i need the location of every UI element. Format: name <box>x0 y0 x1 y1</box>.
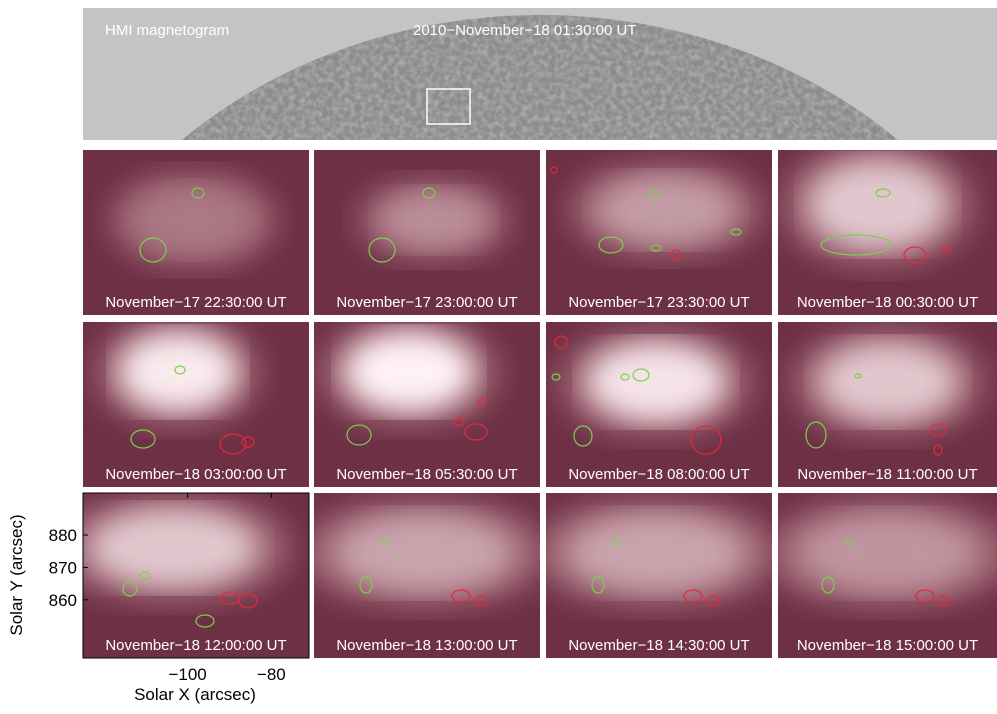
panel-timestamp: November−18 03:00:00 UT <box>105 466 286 483</box>
emission-core <box>118 332 238 412</box>
image-panel: November−18 05:30:00 UT <box>314 316 540 487</box>
panel-title: HMI magnetogram <box>105 22 229 39</box>
image-panel: November−18 00:30:00 UT <box>778 142 997 315</box>
image-panel: November−18 12:00:00 UT <box>54 492 309 658</box>
image-panel: November−17 22:30:00 UT <box>83 150 309 315</box>
panel-timestamp: November−18 13:00:00 UT <box>336 637 517 654</box>
image-panel: November−17 23:30:00 UT <box>546 150 772 315</box>
image-panel: November−17 23:00:00 UT <box>314 150 540 315</box>
image-panel: November−18 08:00:00 UT <box>546 322 772 487</box>
image-panel: November−18 11:00:00 UT <box>778 322 997 487</box>
panel-timestamp: November−18 14:30:00 UT <box>568 637 749 654</box>
panel-timestamp: November−18 11:00:00 UT <box>797 466 977 483</box>
panel-grid: November−17 22:30:00 UT November−17 23:00… <box>54 142 997 658</box>
y-tick-label: 870 <box>49 558 77 577</box>
emission-core <box>798 513 978 593</box>
emission-core <box>379 190 489 250</box>
emission-core <box>344 332 474 412</box>
panel-timestamp: November−17 23:00:00 UT <box>336 294 517 311</box>
y-tick-label: 860 <box>49 591 77 610</box>
magnetogram-panel: HMI magnetogram 2010−November−18 01:30:0… <box>83 8 997 140</box>
emission-core <box>88 508 258 588</box>
panel-timestamp: November−18 08:00:00 UT <box>568 466 749 483</box>
figure: HMI magnetogram 2010−November−18 01:30:0… <box>0 0 997 709</box>
panel-timestamp: November−18 12:00:00 UT <box>105 637 286 654</box>
panel-timestamp: November−18 05:30:00 UT <box>336 466 517 483</box>
y-axis-label: Solar Y (arcsec) <box>7 514 26 635</box>
y-tick-label: 880 <box>49 526 77 545</box>
emission-core <box>808 160 948 250</box>
emission-core <box>818 342 958 422</box>
image-panel: November−18 13:00:00 UT <box>298 493 550 658</box>
image-panel: November−18 03:00:00 UT <box>83 316 309 487</box>
panel-timestamp: November−18 15:00:00 UT <box>797 637 978 654</box>
timestamp: 2010−November−18 01:30:00 UT <box>413 22 636 39</box>
x-axis-label: Solar X (arcsec) <box>134 685 256 704</box>
panel-timestamp: November−18 00:30:00 UT <box>797 294 978 311</box>
image-panel: November−18 15:00:00 UT <box>762 493 997 658</box>
panel-timestamp: November−17 22:30:00 UT <box>105 294 286 311</box>
emission-core <box>586 342 726 422</box>
x-tick-label: −100 <box>168 665 206 684</box>
panel-timestamp: November−17 23:30:00 UT <box>568 294 749 311</box>
x-tick-label: −80 <box>257 665 286 684</box>
emission-core <box>596 175 736 245</box>
image-panel: November−18 14:30:00 UT <box>530 493 782 658</box>
